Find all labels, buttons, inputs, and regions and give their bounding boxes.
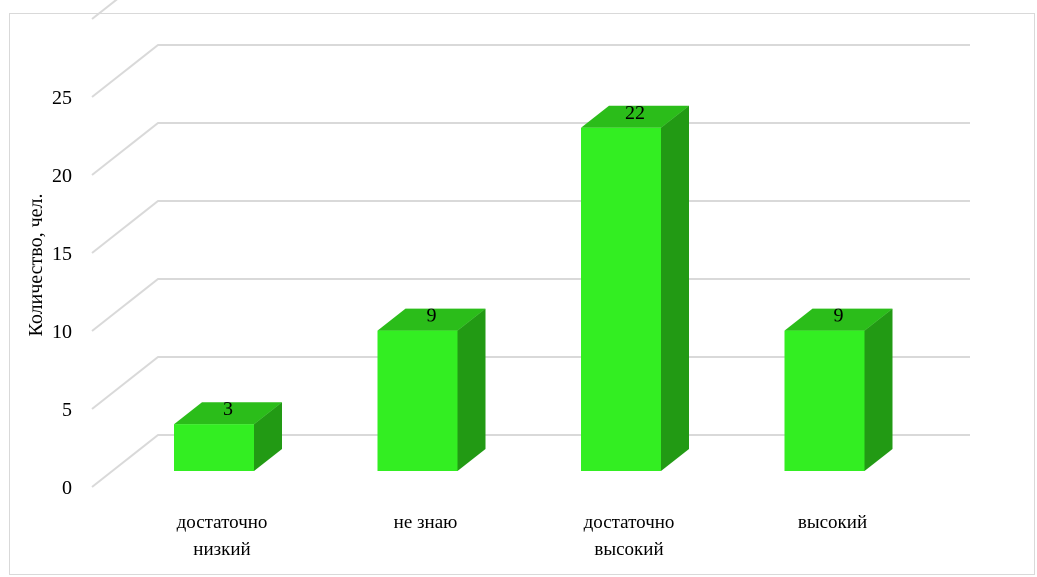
gridline bbox=[91, 200, 970, 254]
category-labels: достаточно низкий не знаю достаточно высокий… bbox=[177, 512, 868, 560]
data-labels: 3 9 22 9 bbox=[223, 102, 844, 420]
gridline bbox=[91, 434, 970, 488]
y-tick-label: 20 bbox=[52, 165, 72, 187]
data-label: 9 bbox=[834, 305, 844, 327]
y-tick-label: 5 bbox=[62, 399, 72, 421]
y-tick-label: 10 bbox=[52, 321, 72, 343]
gridline bbox=[91, 44, 970, 98]
category-label: не знаю bbox=[394, 512, 458, 533]
data-label: 3 bbox=[223, 398, 233, 420]
gridline bbox=[91, 356, 970, 410]
gridline bbox=[91, 278, 970, 332]
gridline bbox=[91, 122, 970, 176]
y-axis-label: Количество, чел. bbox=[25, 193, 47, 336]
gridline bbox=[91, 0, 118, 20]
category-label: достаточно низкий bbox=[177, 512, 268, 560]
y-tick-label: 25 bbox=[52, 87, 72, 109]
bar bbox=[377, 308, 486, 471]
bar bbox=[581, 105, 689, 472]
bar bbox=[784, 308, 893, 471]
bar bbox=[174, 402, 282, 471]
bars bbox=[174, 105, 893, 472]
y-tick-label: 0 bbox=[62, 477, 72, 499]
data-label: 22 bbox=[625, 102, 645, 124]
y-tick-label: 15 bbox=[52, 243, 72, 265]
category-label: высокий bbox=[798, 512, 867, 533]
data-label: 9 bbox=[427, 305, 437, 327]
category-label: достаточно высокий bbox=[584, 512, 675, 560]
y-axis-ticks: 0 5 10 15 20 25 bbox=[52, 87, 72, 499]
chart-frame bbox=[9, 13, 1035, 575]
gridlines bbox=[91, 0, 970, 488]
